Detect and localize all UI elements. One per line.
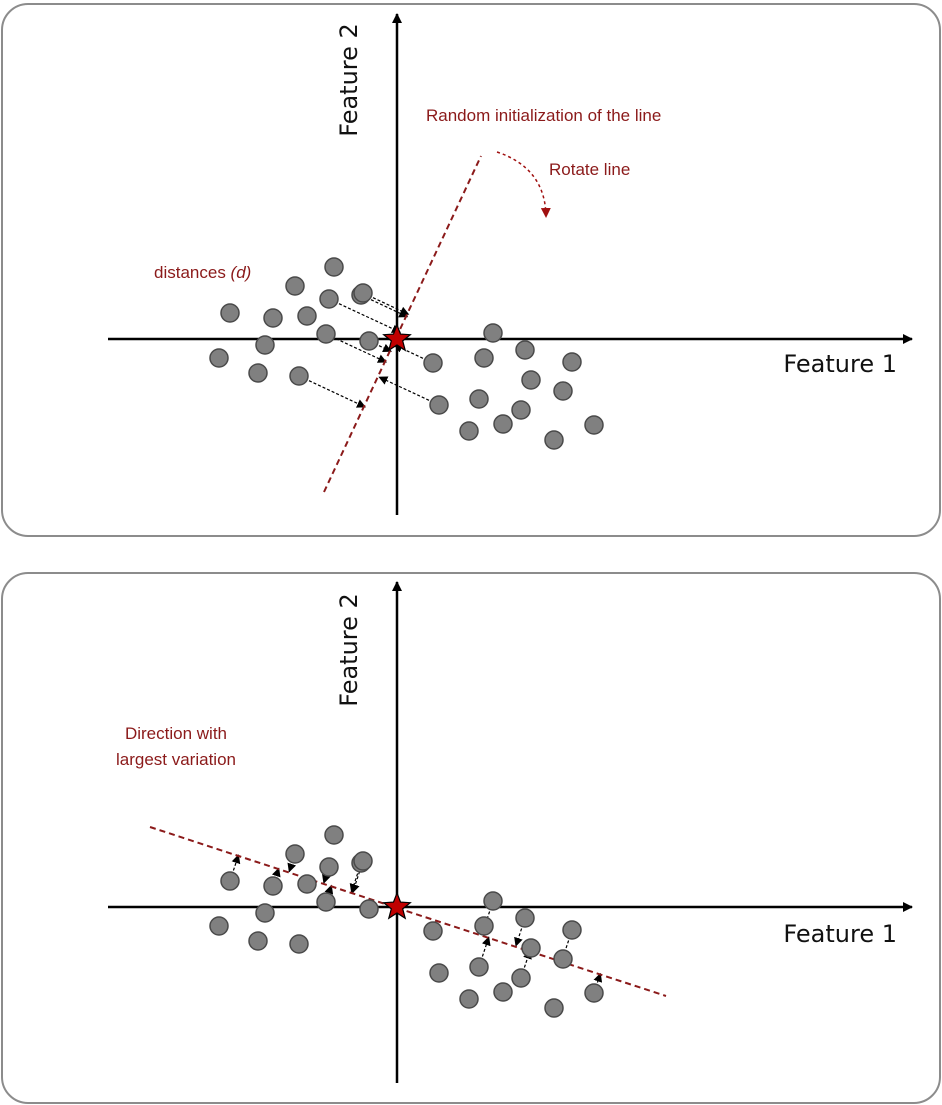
data-points bbox=[209, 257, 604, 450]
data-point bbox=[209, 916, 229, 936]
data-point bbox=[429, 963, 449, 983]
data-point bbox=[474, 916, 494, 936]
data-point bbox=[289, 366, 309, 386]
panel-top: Feature 1 Feature 2 Random initializatio… bbox=[1, 3, 941, 537]
data-point bbox=[459, 989, 479, 1009]
principal-direction-line bbox=[149, 826, 667, 997]
projection-arrow bbox=[372, 297, 410, 315]
data-point bbox=[263, 308, 283, 328]
projection-arrow bbox=[335, 338, 388, 363]
distances-label: distances (d) bbox=[154, 263, 251, 282]
distances-variable: (d) bbox=[231, 263, 252, 282]
projection-arrow bbox=[370, 299, 409, 318]
y-axis-label: Feature 2 bbox=[335, 23, 363, 137]
data-point bbox=[297, 306, 317, 326]
data-point bbox=[255, 335, 275, 355]
data-point bbox=[353, 851, 373, 871]
init-line-label: Random initialization of the line bbox=[426, 106, 661, 125]
projection-arrow bbox=[481, 936, 491, 957]
data-point bbox=[493, 982, 513, 1002]
data-point bbox=[553, 381, 573, 401]
data-points bbox=[209, 825, 604, 1018]
data-point bbox=[324, 257, 344, 277]
data-point bbox=[483, 891, 503, 911]
data-point bbox=[248, 931, 268, 951]
star-marker bbox=[382, 323, 412, 352]
data-point bbox=[353, 283, 373, 303]
projection-arrow bbox=[322, 873, 331, 884]
data-point bbox=[319, 857, 339, 877]
data-point bbox=[324, 825, 344, 845]
data-point bbox=[515, 340, 535, 360]
data-point bbox=[316, 892, 336, 912]
rotate-arrow bbox=[496, 151, 551, 218]
direction-label-line-1: Direction with bbox=[125, 724, 227, 743]
data-point bbox=[474, 348, 494, 368]
data-point bbox=[316, 324, 336, 344]
projection-arrow bbox=[308, 380, 367, 408]
data-point bbox=[248, 363, 268, 383]
data-point bbox=[263, 876, 283, 896]
data-point bbox=[285, 844, 305, 864]
data-point bbox=[515, 908, 535, 928]
direction-label-line-2: largest variation bbox=[116, 750, 236, 769]
data-point bbox=[423, 921, 443, 941]
data-point bbox=[209, 348, 229, 368]
projection-arrow bbox=[378, 376, 430, 401]
star-marker bbox=[382, 891, 412, 920]
data-point bbox=[220, 303, 240, 323]
data-point bbox=[255, 903, 275, 923]
projection-arrow bbox=[287, 862, 297, 873]
x-axis-label: Feature 1 bbox=[783, 920, 897, 948]
data-point bbox=[511, 968, 531, 988]
data-point bbox=[469, 957, 489, 977]
projection-arrow bbox=[393, 344, 424, 359]
data-point bbox=[359, 331, 379, 351]
data-point bbox=[544, 430, 564, 450]
data-point bbox=[553, 949, 573, 969]
panel-frame bbox=[1, 572, 941, 1104]
data-point bbox=[459, 421, 479, 441]
data-point bbox=[521, 370, 541, 390]
data-point bbox=[584, 415, 604, 435]
panel-frame bbox=[1, 3, 941, 537]
data-point bbox=[469, 389, 489, 409]
data-point bbox=[562, 352, 582, 372]
data-point bbox=[289, 934, 309, 954]
data-point bbox=[319, 289, 339, 309]
data-point bbox=[220, 871, 240, 891]
projection-arrow bbox=[523, 949, 532, 968]
rotate-label: Rotate line bbox=[549, 160, 630, 179]
data-point bbox=[359, 899, 379, 919]
projection-arrow bbox=[231, 854, 241, 871]
projection-arrow bbox=[350, 871, 361, 894]
x-axis-label: Feature 1 bbox=[783, 350, 897, 378]
data-point bbox=[584, 983, 604, 1003]
data-point bbox=[544, 998, 564, 1018]
data-point bbox=[562, 920, 582, 940]
projection-arrows bbox=[308, 297, 430, 408]
y-axis-label: Feature 2 bbox=[335, 593, 363, 707]
data-point bbox=[493, 414, 513, 434]
projection-arrow bbox=[514, 928, 523, 947]
data-point bbox=[511, 400, 531, 420]
data-point bbox=[429, 395, 449, 415]
data-point bbox=[483, 323, 503, 343]
panel-bottom: Feature 1 Feature 2 Direction with large… bbox=[1, 572, 941, 1104]
candidate-line bbox=[323, 155, 482, 493]
data-point bbox=[423, 353, 443, 373]
data-point bbox=[297, 874, 317, 894]
data-point bbox=[285, 276, 305, 296]
data-point bbox=[521, 938, 541, 958]
distances-prefix: distances bbox=[154, 263, 231, 282]
projection-arrow bbox=[338, 303, 402, 333]
